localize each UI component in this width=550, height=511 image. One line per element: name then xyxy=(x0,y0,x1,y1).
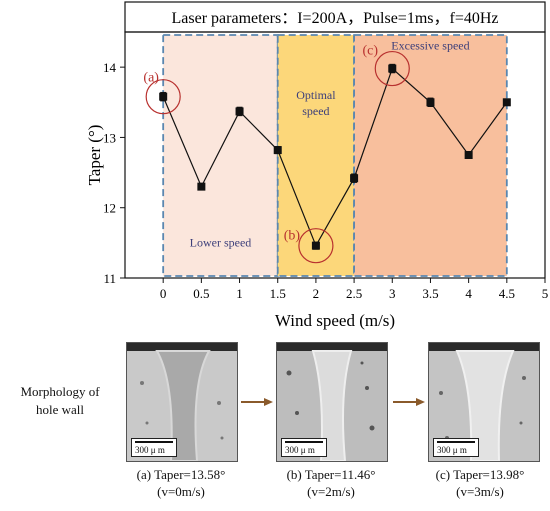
title-box xyxy=(124,1,546,33)
region-label-2: Excessive speed xyxy=(391,39,469,53)
data-point xyxy=(311,241,320,250)
x-tick-label: 3 xyxy=(389,286,396,301)
x-tick-label: 1 xyxy=(236,286,243,301)
region-label-line: Excessive speed xyxy=(391,39,469,53)
series-line xyxy=(162,67,508,248)
caption-b-speed: (v=2m/s) xyxy=(307,484,355,499)
x-tick-label: 0.5 xyxy=(193,286,209,301)
data-point xyxy=(502,98,511,107)
axis-ticks: 0 0.5 1 1.5 2 2.5 3 3.5 4 4.5 5 11 12 13 14 xyxy=(103,60,548,301)
micrograph-a: 300 μ m xyxy=(126,342,238,462)
x-tick-label: 2 xyxy=(313,286,320,301)
data-point xyxy=(464,151,473,159)
data-point xyxy=(159,92,168,101)
morphology-label: Morphology of hole wall xyxy=(6,383,114,419)
chart-title: Laser parameters：I=200A，Pulse=1ms，f=40Hz xyxy=(172,10,499,27)
annotation-label: (a) xyxy=(143,71,159,86)
caption-a-speed: (v=0m/s) xyxy=(157,484,205,499)
scale-bar-b: 300 μ m xyxy=(281,438,327,457)
x-axis-label: Wind speed (m/s) xyxy=(275,311,395,330)
data-point xyxy=(235,107,244,116)
x-tick-label: 2.5 xyxy=(346,286,362,301)
scale-bar-a: 300 μ m xyxy=(131,438,177,457)
data-point xyxy=(426,98,435,107)
x-tick-label: 1.5 xyxy=(270,286,286,301)
x-tick-label: 0 xyxy=(160,286,167,301)
caption-b: (b) Taper=11.46° (v=2m/s) xyxy=(256,466,406,500)
y-axis-label: Taper (°) xyxy=(85,125,104,186)
annotation-label: (b) xyxy=(284,229,301,244)
region-2 xyxy=(353,34,508,277)
taper-chart: Lower speed Optimal speed Excessive speed L… xyxy=(85,1,548,330)
annotation-label: (c) xyxy=(362,44,378,59)
caption-c-taper: (c) Taper=13.98° xyxy=(435,467,525,482)
region-0 xyxy=(162,34,279,277)
x-tick-label: 4 xyxy=(465,286,472,301)
x-tick-label: 3.5 xyxy=(422,286,438,301)
region-1 xyxy=(276,34,355,277)
scale-bar-c: 300 μ m xyxy=(433,438,479,457)
region-label-line: Optimal xyxy=(296,88,336,102)
region-label-line: speed xyxy=(302,104,329,118)
x-tick-label: 4.5 xyxy=(499,286,515,301)
plot-frame xyxy=(124,31,546,279)
region-label-line: Lower speed xyxy=(190,235,252,249)
data-point xyxy=(197,182,206,191)
y-tick-label: 13 xyxy=(103,130,116,145)
caption-a-taper: (a) Taper=13.58° xyxy=(136,467,226,482)
y-tick-label: 14 xyxy=(103,60,117,75)
region-label-1: Optimal speed xyxy=(296,88,336,118)
caption-c: (c) Taper=13.98° (v=3m/s) xyxy=(405,466,550,500)
region-label-0: Lower speed xyxy=(190,235,252,249)
micrograph-b: 300 μ m xyxy=(276,342,388,462)
y-tick-label: 12 xyxy=(103,201,116,216)
highlight-circle xyxy=(145,79,181,115)
caption-b-taper: (b) Taper=11.46° xyxy=(286,467,376,482)
caption-c-speed: (v=3m/s) xyxy=(456,484,504,499)
y-tick-label: 11 xyxy=(103,271,116,286)
morphology-label-line: hole wall xyxy=(35,402,84,417)
caption-a: (a) Taper=13.58° (v=0m/s) xyxy=(106,466,256,500)
highlight-circle xyxy=(374,50,410,87)
data-point xyxy=(350,174,359,183)
speed-regions: Lower speed Optimal speed Excessive speed xyxy=(162,34,508,277)
arrow-a-to-b xyxy=(241,398,273,406)
highlight-circle xyxy=(298,228,334,264)
x-tick-label: 5 xyxy=(542,286,549,301)
micrograph-c: 300 μ m xyxy=(428,342,540,462)
arrow-b-to-c xyxy=(393,398,425,406)
data-point xyxy=(388,64,397,73)
data-point xyxy=(273,146,282,155)
morphology-label-line: Morphology of xyxy=(20,384,100,399)
annotations: (a) (b) (c) xyxy=(143,44,410,264)
series-layer xyxy=(159,63,511,250)
